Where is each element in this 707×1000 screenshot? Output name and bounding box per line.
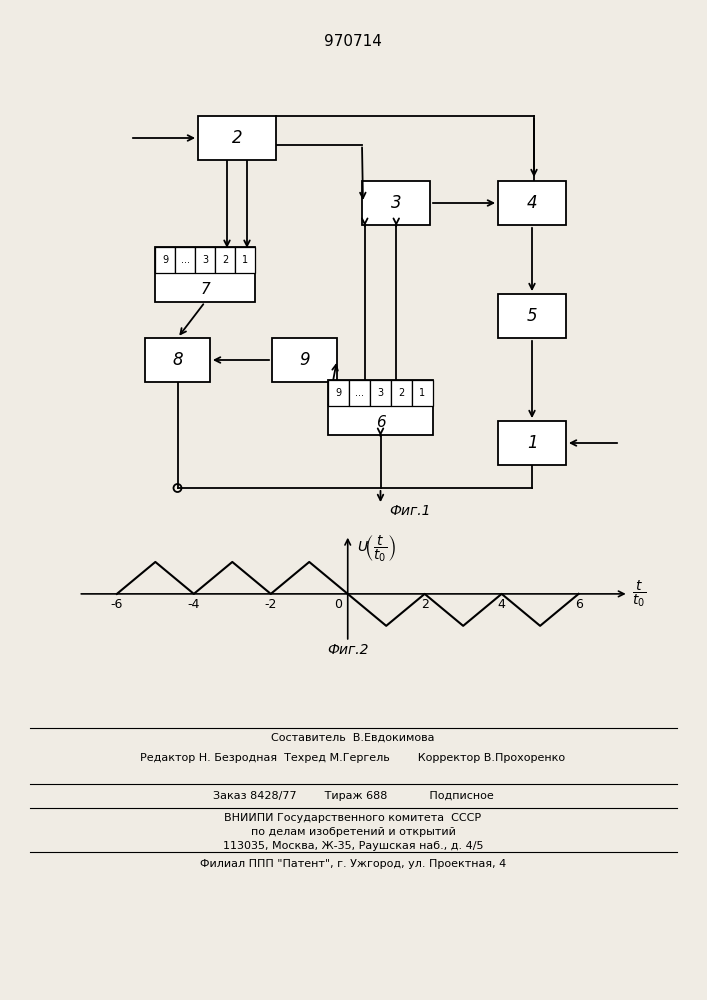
- Text: 3: 3: [378, 388, 384, 398]
- Text: 5: 5: [527, 307, 537, 325]
- Text: 2: 2: [232, 129, 243, 147]
- Text: Заказ 8428/77        Тираж 688            Подписное: Заказ 8428/77 Тираж 688 Подписное: [213, 791, 493, 801]
- Text: ...: ...: [180, 255, 189, 265]
- Text: Фиг.1: Фиг.1: [390, 504, 431, 518]
- Bar: [195, 247, 215, 273]
- Bar: [328, 380, 349, 406]
- Text: 2: 2: [222, 255, 228, 265]
- Text: -6: -6: [111, 598, 123, 611]
- Text: 970714: 970714: [324, 34, 382, 49]
- Text: 1: 1: [419, 388, 426, 398]
- Text: 2: 2: [398, 388, 404, 398]
- Text: -2: -2: [264, 598, 277, 611]
- Text: 6: 6: [375, 415, 385, 430]
- Bar: [155, 247, 175, 273]
- Text: 4: 4: [498, 598, 506, 611]
- Text: 9: 9: [162, 255, 168, 265]
- Bar: [235, 247, 255, 273]
- Bar: [198, 116, 276, 160]
- Bar: [498, 294, 566, 338]
- Text: 3: 3: [202, 255, 208, 265]
- Text: Фиг.2: Фиг.2: [327, 643, 368, 657]
- Bar: [145, 338, 210, 382]
- Bar: [272, 338, 337, 382]
- Text: ВНИИПИ Государственного комитета  СССР: ВНИИПИ Государственного комитета СССР: [224, 813, 481, 823]
- Bar: [362, 181, 430, 225]
- Text: 1: 1: [527, 434, 537, 452]
- Text: Филиал ППП "Патент", г. Ужгород, ул. Проектная, 4: Филиал ППП "Патент", г. Ужгород, ул. Про…: [200, 859, 506, 869]
- Text: 9: 9: [335, 388, 341, 398]
- Text: ...: ...: [355, 388, 364, 398]
- Text: 9: 9: [299, 351, 310, 369]
- Bar: [328, 380, 433, 435]
- Bar: [155, 247, 255, 302]
- Text: 0: 0: [334, 598, 342, 611]
- Text: 3: 3: [391, 194, 402, 212]
- Bar: [498, 421, 566, 465]
- Text: по делам изобретений и открытий: по делам изобретений и открытий: [250, 827, 455, 837]
- Text: 7: 7: [200, 282, 210, 297]
- Text: Составитель  В.Евдокимова: Составитель В.Евдокимова: [271, 733, 435, 743]
- Text: $U\!\left(\dfrac{t}{t_0}\right)$: $U\!\left(\dfrac{t}{t_0}\right)$: [357, 533, 396, 564]
- Bar: [498, 181, 566, 225]
- Text: 4: 4: [527, 194, 537, 212]
- Bar: [215, 247, 235, 273]
- Bar: [412, 380, 433, 406]
- Text: 2: 2: [421, 598, 428, 611]
- Bar: [370, 380, 391, 406]
- Text: 1: 1: [242, 255, 248, 265]
- Bar: [175, 247, 195, 273]
- Text: 6: 6: [575, 598, 583, 611]
- Text: 8: 8: [173, 351, 183, 369]
- Bar: [391, 380, 412, 406]
- Bar: [349, 380, 370, 406]
- Text: $\dfrac{t}{t_0}$: $\dfrac{t}{t_0}$: [633, 579, 646, 609]
- Text: -4: -4: [187, 598, 200, 611]
- Text: 113035, Москва, Ж-35, Раушская наб., д. 4/5: 113035, Москва, Ж-35, Раушская наб., д. …: [223, 841, 484, 851]
- Text: Редактор Н. Безродная  Техред М.Гергель        Корректор В.Прохоренко: Редактор Н. Безродная Техред М.Гергель К…: [141, 753, 566, 763]
